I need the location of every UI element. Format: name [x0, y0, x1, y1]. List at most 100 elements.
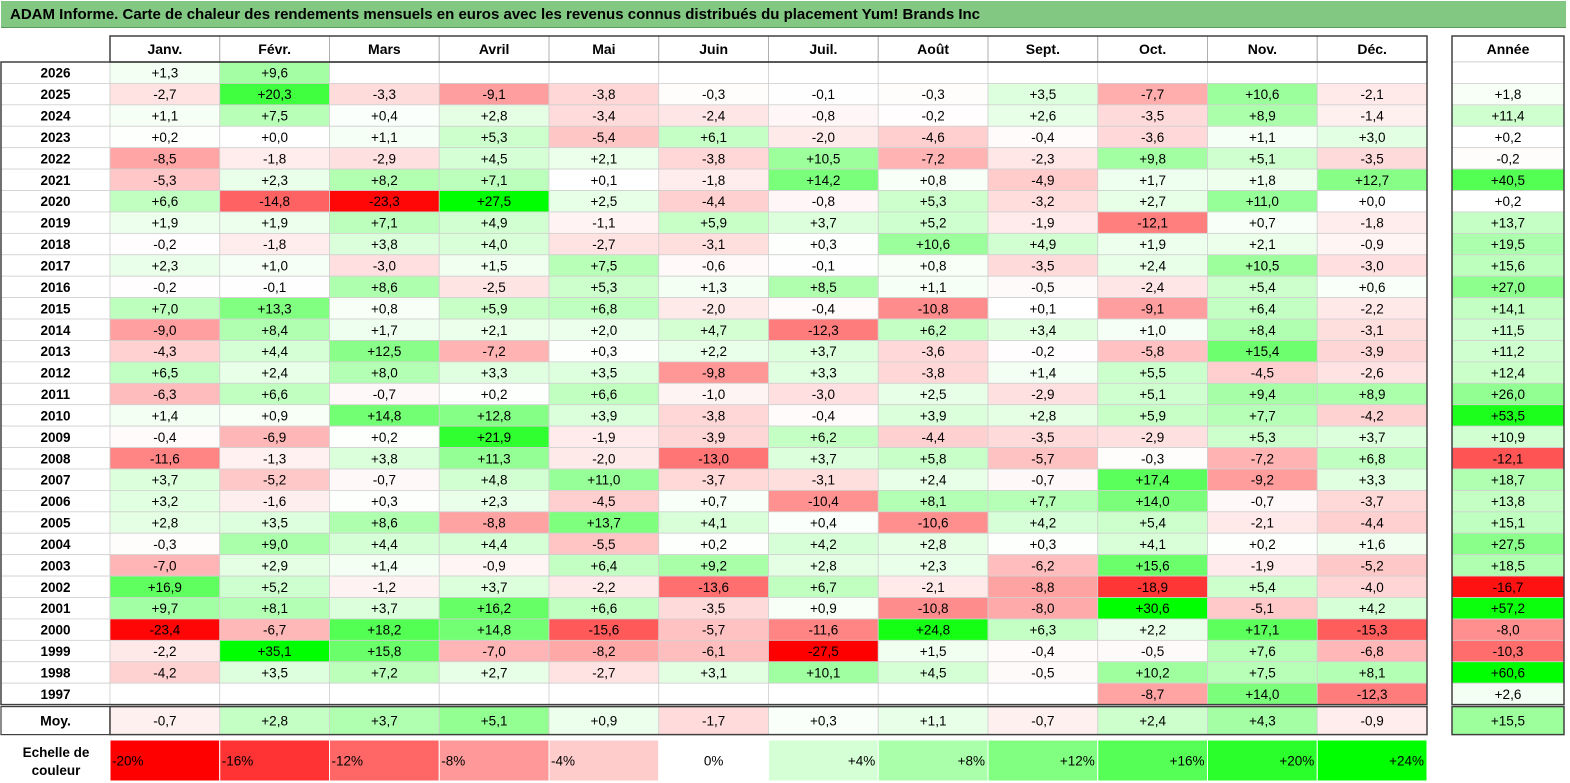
- cell-value: +8,0: [371, 366, 398, 381]
- cell-value: -7,2: [1251, 451, 1274, 466]
- cell-value: +1,3: [700, 280, 727, 295]
- average-value: +2,4: [1139, 714, 1166, 729]
- cell-value: -0,9: [1360, 237, 1383, 252]
- cell-value: +17,4: [1136, 473, 1171, 488]
- cell-value: +0,2: [371, 430, 398, 445]
- annual-value: +15,1: [1491, 516, 1525, 531]
- cell-value: -5,5: [592, 537, 615, 552]
- average-cell: [329, 706, 440, 735]
- cell-value: +0,8: [371, 301, 398, 316]
- heatmap-cell: [219, 682, 330, 705]
- cell-value: -2,1: [921, 580, 944, 595]
- cell-value: -2,9: [1141, 430, 1164, 445]
- cell-value: -23,4: [149, 623, 180, 638]
- cell-value: -3,4: [592, 109, 616, 124]
- cell-value: +8,4: [1249, 323, 1276, 338]
- year-label: 1999: [40, 644, 70, 659]
- cell-value: -3,0: [812, 387, 835, 402]
- cell-value: +7,1: [481, 173, 508, 188]
- cell-value: -0,2: [153, 280, 176, 295]
- cell-value: +1,5: [920, 644, 947, 659]
- legend-stop-label: -20%: [112, 754, 144, 769]
- cell-value: +4,4: [371, 537, 398, 552]
- cell-value: -2,1: [1251, 516, 1274, 531]
- cell-value: -0,7: [373, 387, 396, 402]
- heatmap-cell: [548, 682, 660, 705]
- annual-value: +1,8: [1495, 87, 1522, 102]
- cell-value: -0,2: [153, 237, 176, 252]
- heatmap-cell: [1316, 61, 1428, 84]
- cell-value: -3,9: [1360, 344, 1383, 359]
- year-label: 2022: [40, 151, 70, 166]
- cell-value: -10,8: [918, 301, 949, 316]
- cell-value: +2,0: [591, 323, 618, 338]
- cell-value: +4,0: [481, 237, 508, 252]
- cell-value: -1,9: [1251, 558, 1274, 573]
- legend-stop-label: +16%: [1170, 754, 1205, 769]
- average-frame: [109, 705, 1428, 736]
- cell-value: +11,0: [587, 473, 620, 488]
- legend-swatch: [219, 739, 330, 782]
- year-label: 2026: [40, 66, 71, 81]
- cell-value: +8,1: [920, 494, 947, 509]
- cell-value: +3,9: [920, 408, 947, 423]
- cell-value: -0,3: [1141, 451, 1164, 466]
- cell-value: -1,3: [263, 451, 286, 466]
- cell-value: +5,1: [1139, 387, 1166, 402]
- legend-swatch: [987, 739, 1099, 782]
- cell-value: -2,2: [1360, 301, 1383, 316]
- cell-value: -0,8: [812, 109, 835, 124]
- cell-value: -6,2: [1031, 558, 1054, 573]
- cell-value: +14,0: [1245, 687, 1279, 702]
- heatmap-cell: [987, 682, 1099, 705]
- cell-value: +14,8: [477, 623, 511, 638]
- cell-value: +10,2: [1136, 665, 1170, 680]
- cell-value: -3,8: [921, 366, 944, 381]
- cell-value: -3,5: [1141, 109, 1164, 124]
- legend-label: couleur: [32, 763, 82, 778]
- annual-value: +15,6: [1491, 258, 1525, 273]
- heatmap-cell: [987, 61, 1099, 84]
- cell-value: -0,3: [153, 537, 176, 552]
- month-header-label: Nov.: [1248, 41, 1277, 57]
- cell-value: -18,9: [1137, 580, 1168, 595]
- cell-value: -3,5: [1360, 151, 1383, 166]
- cell-value: +3,3: [810, 366, 837, 381]
- cell-value: -3,1: [702, 237, 725, 252]
- cell-value: -8,7: [1141, 687, 1164, 702]
- month-header-label: Août: [917, 41, 949, 57]
- year-label: 2016: [40, 280, 71, 295]
- cell-value: -3,1: [812, 473, 835, 488]
- cell-value: +9,4: [1249, 387, 1276, 402]
- year-label: 2010: [40, 408, 70, 423]
- year-label: 2023: [40, 130, 71, 145]
- annual-value: +27,5: [1491, 537, 1525, 552]
- average-value: +2,8: [261, 714, 288, 729]
- legend-stop-label: 0%: [704, 754, 724, 769]
- cell-value: +2,7: [481, 665, 508, 680]
- cell-value: +5,3: [920, 194, 947, 209]
- cell-value: +1,6: [1359, 537, 1386, 552]
- cell-value: +6,6: [591, 601, 618, 616]
- cell-value: +6,5: [152, 366, 179, 381]
- cell-value: +3,7: [810, 216, 837, 231]
- average-value: -0,7: [1031, 714, 1054, 729]
- cell-value: +4,9: [1030, 237, 1057, 252]
- cell-value: -3,3: [373, 87, 396, 102]
- cell-value: +0,2: [152, 130, 179, 145]
- cell-value: +1,9: [152, 216, 179, 231]
- cell-value: -0,1: [263, 280, 286, 295]
- cell-value: +14,2: [806, 173, 840, 188]
- year-label: 2008: [40, 451, 71, 466]
- cell-value: -2,9: [1031, 387, 1054, 402]
- cell-value: -0,4: [812, 301, 836, 316]
- annual-value: +14,1: [1491, 301, 1525, 316]
- year-label: 1998: [40, 665, 71, 680]
- annual-value: +12,4: [1491, 366, 1526, 381]
- year-label: 2019: [40, 216, 70, 231]
- cell-value: -1,1: [592, 216, 615, 231]
- month-header-cell: [987, 35, 1099, 63]
- cell-value: -1,4: [1360, 109, 1384, 124]
- cell-value: -4,6: [921, 130, 944, 145]
- cell-value: +18,2: [367, 623, 401, 638]
